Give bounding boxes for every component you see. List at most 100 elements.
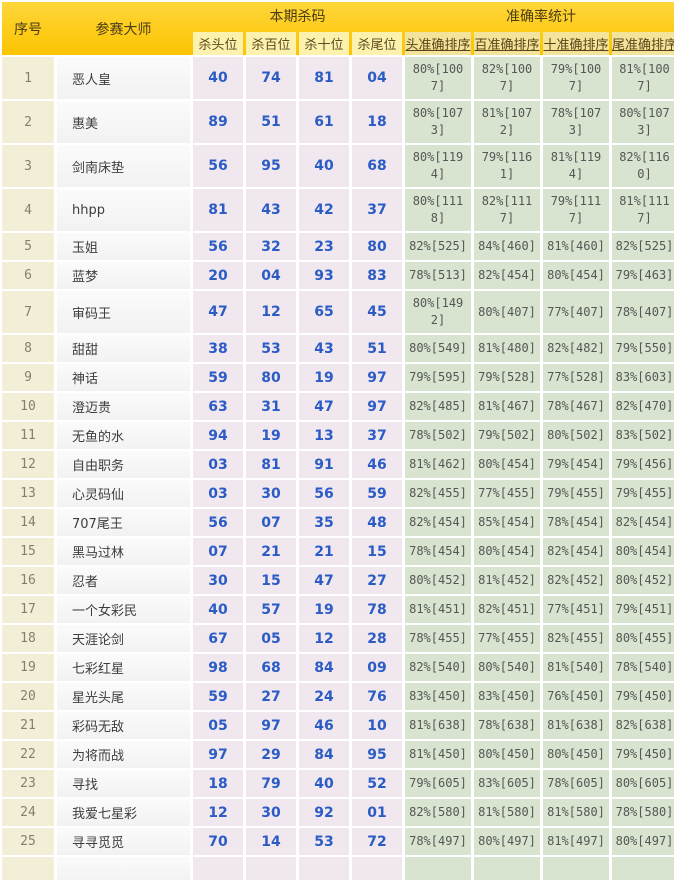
kill-number: 21	[299, 538, 349, 565]
kill-number: 92	[299, 799, 349, 826]
kill-number: 57	[246, 596, 296, 623]
master-name: 为将而战	[57, 741, 190, 768]
row-index: 20	[2, 683, 54, 710]
kill-number: 23	[299, 233, 349, 260]
accuracy-sort-link-head[interactable]: 头准确排序	[405, 32, 471, 55]
accuracy-value: 80%[450]	[474, 741, 540, 768]
accuracy-sort-link-ten[interactable]: 十准确排序	[543, 32, 609, 55]
accuracy-value: 78%[1073]	[543, 101, 609, 143]
accuracy-value: 81%[497]	[543, 828, 609, 855]
accuracy-value: 82%[470]	[612, 393, 674, 420]
accuracy-value: 84%[460]	[474, 233, 540, 260]
accuracy-value: 81%[638]	[543, 712, 609, 739]
kill-number: 12	[299, 625, 349, 652]
kill-number: 89	[193, 101, 243, 143]
kill-subheader-head: 杀头位	[193, 32, 243, 55]
accuracy-value: 80%[1492]	[405, 291, 471, 333]
kill-number: 43	[246, 189, 296, 231]
accuracy-value: 80%[452]	[405, 567, 471, 594]
row-index: 11	[2, 422, 54, 449]
accuracy-value: 79%[451]	[612, 596, 674, 623]
kill-subheader-hundred: 杀百位	[246, 32, 296, 55]
accuracy-value: 81%[460]	[543, 233, 609, 260]
row-index: 17	[2, 596, 54, 623]
kill-number: 40	[299, 770, 349, 797]
kill-number: 46	[299, 712, 349, 739]
kill-number: 24	[299, 683, 349, 710]
kill-number: 61	[299, 101, 349, 143]
accuracy-value: 83%[450]	[405, 683, 471, 710]
master-name: 剑南床垫	[57, 145, 190, 187]
master-name	[57, 857, 190, 880]
kill-number: 45	[352, 291, 402, 333]
kill-subheader-ten: 杀十位	[299, 32, 349, 55]
kill-number: 48	[352, 509, 402, 536]
accuracy-value: 82%[482]	[543, 335, 609, 362]
kill-number: 27	[352, 567, 402, 594]
accuracy-value: 82%[580]	[405, 799, 471, 826]
accuracy-value: 78%[454]	[543, 509, 609, 536]
kill-number: 10	[352, 712, 402, 739]
accuracy-value: 81%[451]	[405, 596, 471, 623]
master-name: 彩码无敌	[57, 712, 190, 739]
kill-number: 18	[193, 770, 243, 797]
row-index: 2	[2, 101, 54, 143]
accuracy-value: 85%[454]	[474, 509, 540, 536]
kill-number: 04	[246, 262, 296, 289]
kill-number	[193, 857, 243, 880]
kill-number: 78	[352, 596, 402, 623]
kill-number: 53	[246, 335, 296, 362]
kill-number: 05	[193, 712, 243, 739]
row-index	[2, 857, 54, 880]
kill-number: 56	[193, 145, 243, 187]
accuracy-value: 78%[454]	[405, 538, 471, 565]
kill-number: 79	[246, 770, 296, 797]
accuracy-value: 78%[502]	[405, 422, 471, 449]
accuracy-value: 78%[580]	[612, 799, 674, 826]
kill-number: 38	[193, 335, 243, 362]
kill-number: 59	[193, 364, 243, 391]
accuracy-value: 79%[1007]	[543, 57, 609, 99]
accuracy-value: 80%[407]	[474, 291, 540, 333]
kill-number: 30	[246, 799, 296, 826]
kill-number: 07	[246, 509, 296, 536]
kill-subheader-tail: 杀尾位	[352, 32, 402, 55]
master-name: 寻找	[57, 770, 190, 797]
row-index: 1	[2, 57, 54, 99]
kill-number: 04	[352, 57, 402, 99]
accuracy-value: 81%[638]	[405, 712, 471, 739]
kill-number: 67	[193, 625, 243, 652]
accuracy-value: 80%[454]	[474, 451, 540, 478]
accuracy-sort-link-hundred[interactable]: 百准确排序	[474, 32, 540, 55]
accuracy-sort-link-tail[interactable]: 尾准确排序	[612, 32, 674, 55]
kill-number: 51	[246, 101, 296, 143]
kill-number: 52	[352, 770, 402, 797]
accuracy-value: 82%[452]	[543, 567, 609, 594]
kill-number: 76	[352, 683, 402, 710]
accuracy-value: 81%[1072]	[474, 101, 540, 143]
accuracy-value: 81%[467]	[474, 393, 540, 420]
kill-number: 18	[352, 101, 402, 143]
kill-number: 97	[246, 712, 296, 739]
kill-number: 93	[299, 262, 349, 289]
accuracy-value: 80%[497]	[612, 828, 674, 855]
row-index: 24	[2, 799, 54, 826]
kill-number: 37	[352, 422, 402, 449]
master-name: 惠美	[57, 101, 190, 143]
accuracy-value: 82%[454]	[612, 509, 674, 536]
master-name: 寻寻觅觅	[57, 828, 190, 855]
kill-number: 12	[193, 799, 243, 826]
row-index: 18	[2, 625, 54, 652]
accuracy-value: 79%[502]	[474, 422, 540, 449]
row-index: 15	[2, 538, 54, 565]
accuracy-value: 78%[467]	[543, 393, 609, 420]
row-index: 23	[2, 770, 54, 797]
kill-number	[246, 857, 296, 880]
row-index: 6	[2, 262, 54, 289]
kill-number: 03	[193, 480, 243, 507]
accuracy-value: 81%[480]	[474, 335, 540, 362]
kill-number: 84	[299, 654, 349, 681]
accuracy-value: 82%[455]	[543, 625, 609, 652]
kill-number: 47	[299, 567, 349, 594]
